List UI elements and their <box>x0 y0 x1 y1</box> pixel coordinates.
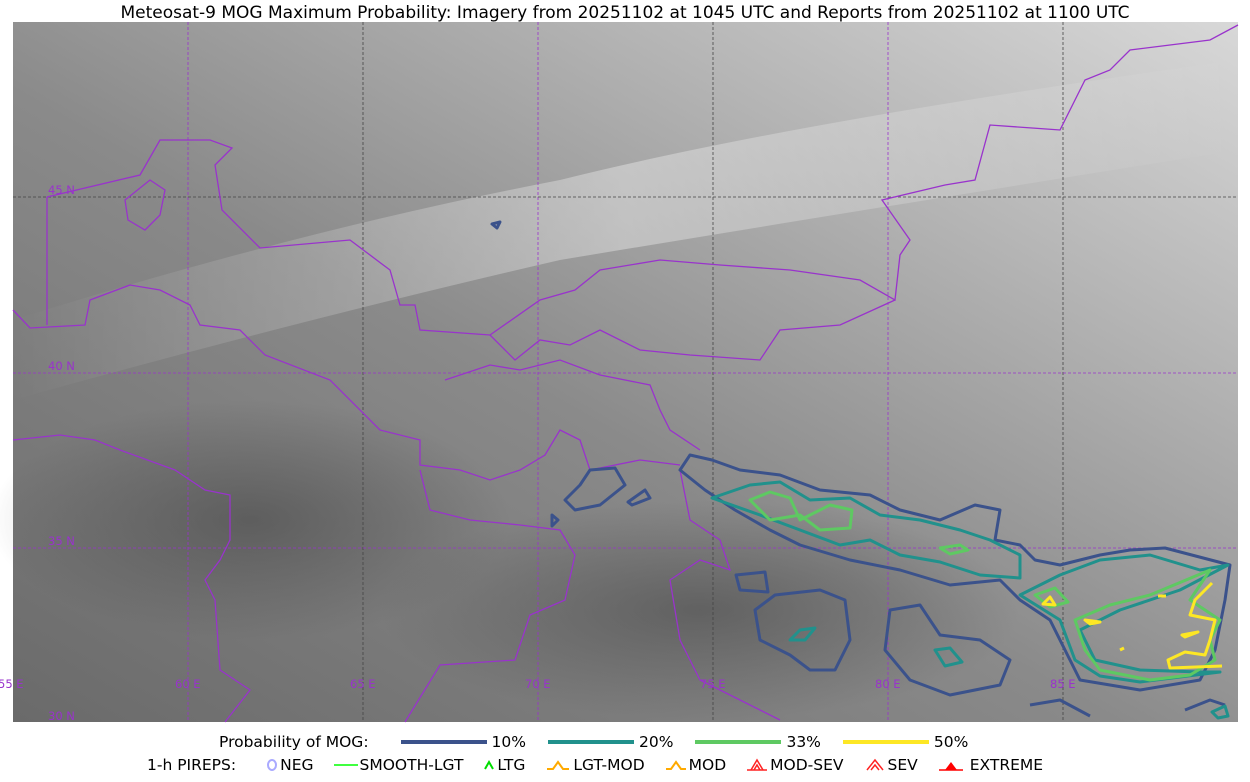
mog-contours <box>490 220 1232 720</box>
swatch-20 <box>548 740 634 744</box>
lon-label: 85 E <box>1050 677 1076 691</box>
lon-label: 60 E <box>175 677 201 691</box>
swatch-50 <box>842 740 929 744</box>
pirep-extreme: EXTREME <box>938 756 1043 774</box>
lat-label: 30 N <box>48 709 75 723</box>
legend-item-10: 10% <box>400 733 526 751</box>
chart-title: Meteosat-9 MOG Maximum Probability: Imag… <box>120 3 1130 23</box>
pireps-legend: 1-h PIREPS: NEG SMOOTH-LGT LTG LGT-MOD M… <box>0 756 1250 774</box>
pirep-label: MOD <box>688 756 727 774</box>
pirep-mod: MOD <box>665 756 727 774</box>
pirep-label: SEV <box>887 756 918 774</box>
lon-label: 65 E <box>350 677 376 691</box>
pirep-neg: NEG <box>266 756 314 774</box>
lat-label: 40 N <box>48 359 75 373</box>
pirep-ltg: LTG <box>483 756 525 774</box>
pirep-mod-sev: MOD-SEV <box>746 756 844 774</box>
country-borders <box>12 24 1239 723</box>
legend-label: 20% <box>639 733 674 751</box>
caret-icon <box>665 760 686 770</box>
swatch-33 <box>695 740 782 744</box>
pirep-lgt-mod: LGT-MOD <box>545 756 645 774</box>
pirep-sev: SEV <box>864 756 918 774</box>
legend-item-20: 20% <box>548 733 673 751</box>
pirep-label: MOD-SEV <box>770 756 844 774</box>
legend-label: 10% <box>491 733 526 751</box>
double-caret-bar-icon <box>747 758 768 771</box>
contour-20pct <box>710 480 1230 720</box>
graticule <box>13 22 1238 722</box>
legend-label: 33% <box>786 733 821 751</box>
probability-legend: Probability of MOG: 10% 20% 33% 50% <box>0 733 1250 751</box>
caret-icon <box>484 759 495 770</box>
contour-50pct <box>1041 581 1223 670</box>
swatch-10 <box>400 740 487 744</box>
pireps-legend-label: 1-h PIREPS: <box>147 756 237 774</box>
legend-label: 50% <box>933 733 969 751</box>
pirep-label: LTG <box>497 756 526 774</box>
probability-legend-label: Probability of MOG: <box>219 733 369 751</box>
double-caret-icon <box>865 758 884 771</box>
pirep-label: SMOOTH-LGT <box>359 756 464 774</box>
pirep-smooth-lgt: SMOOTH-LGT <box>333 756 464 774</box>
pirep-label: EXTREME <box>969 756 1044 774</box>
lon-label: 70 E <box>525 677 551 691</box>
map: 55 E 60 E 65 E 70 E 75 E 80 E 85 E 30 N … <box>0 22 1239 723</box>
line-icon <box>333 764 358 766</box>
legend-item-33: 33% <box>695 733 821 751</box>
filled-triangle-icon <box>938 762 963 771</box>
caret-bar-icon <box>547 760 570 770</box>
lat-label: 45 N <box>48 183 75 197</box>
lon-label: 75 E <box>700 677 726 691</box>
lon-labels: 55 E 60 E 65 E 70 E 75 E 80 E 85 E <box>0 677 1076 691</box>
neg-icon <box>267 759 278 771</box>
lon-label: 80 E <box>875 677 901 691</box>
legend-item-50: 50% <box>842 733 969 751</box>
pirep-label: LGT-MOD <box>573 756 645 774</box>
contour-10pct <box>490 220 1232 718</box>
lon-label: 55 E <box>0 677 24 691</box>
pirep-label: NEG <box>280 756 314 774</box>
lat-label: 35 N <box>48 534 75 548</box>
lat-labels: 30 N 35 N 40 N 45 N <box>48 183 75 723</box>
